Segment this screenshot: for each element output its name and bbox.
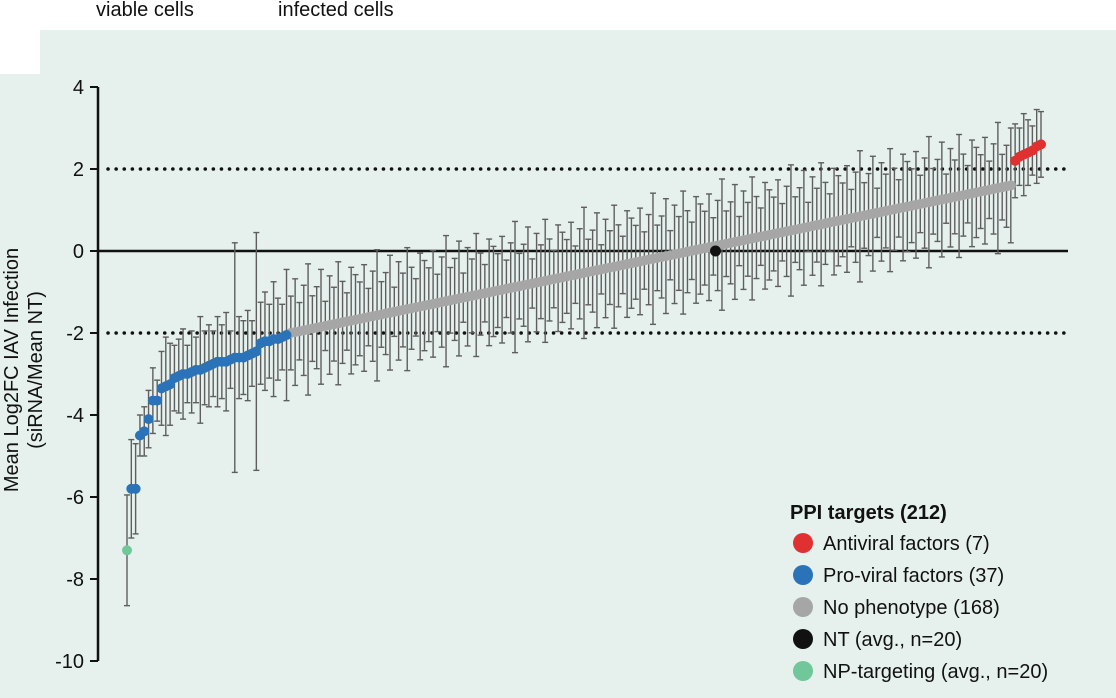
- y-tick-label: -2: [66, 323, 84, 345]
- y-axis: 4 2 0 -2 -4 -6 -8 -10: [55, 77, 100, 673]
- y-tick-label: 2: [73, 159, 84, 181]
- reference-lines: [98, 167, 1070, 335]
- y-tick-label: 0: [73, 241, 84, 263]
- nt-point: [709, 245, 721, 257]
- legend-marker-proviral: [793, 565, 813, 585]
- legend-label-proviral: Pro-viral factors (37): [823, 565, 1004, 587]
- antiviral-point: [1036, 139, 1046, 150]
- y-tick-label: 4: [73, 77, 84, 99]
- legend-label-nt: NT (avg., n=20): [823, 629, 962, 651]
- legend-marker-nophenotype: [793, 597, 813, 617]
- proviral-point: [251, 346, 262, 357]
- data-points: [122, 139, 1046, 556]
- legend-label-np: NP-targeting (avg., n=20): [823, 661, 1048, 683]
- top-left-white-box: [0, 30, 40, 74]
- header-white-strip: [0, 0, 1116, 30]
- y-axis-title: Mean Log2FC IAV Infection: [1, 248, 23, 492]
- top-label-infected-cells: infected cells: [278, 0, 394, 21]
- legend-title: PPI targets (212): [790, 502, 947, 524]
- y-tick-label: -10: [55, 651, 84, 673]
- legend-label-antiviral: Antiviral factors (7): [823, 533, 990, 555]
- top-label-viable-cells: viable cells: [96, 0, 194, 21]
- proviral-point: [143, 414, 154, 425]
- legend: PPI targets (212) Antiviral factors (7) P…: [790, 502, 1048, 683]
- y-axis-subtitle: (siRNA/Mean NT): [25, 291, 47, 449]
- y-tick-label: -6: [66, 487, 84, 509]
- legend-marker-antiviral: [793, 533, 813, 553]
- y-tick-label: -4: [66, 405, 84, 427]
- np-point: [122, 545, 132, 556]
- proviral-point: [130, 483, 141, 494]
- proviral-point: [139, 426, 150, 437]
- legend-marker-nt: [793, 629, 813, 649]
- proviral-point: [281, 330, 292, 341]
- plot-panel-background: [0, 30, 1116, 698]
- legend-marker-np: [793, 661, 813, 681]
- y-axis-title-group: Mean Log2FC IAV Infection (siRNA/Mean NT…: [1, 248, 47, 492]
- y-tick-label: -8: [66, 569, 84, 591]
- proviral-point: [152, 395, 163, 406]
- legend-label-nophenotype: No phenotype (168): [823, 597, 1000, 619]
- nophenotype-point: [1005, 180, 1016, 191]
